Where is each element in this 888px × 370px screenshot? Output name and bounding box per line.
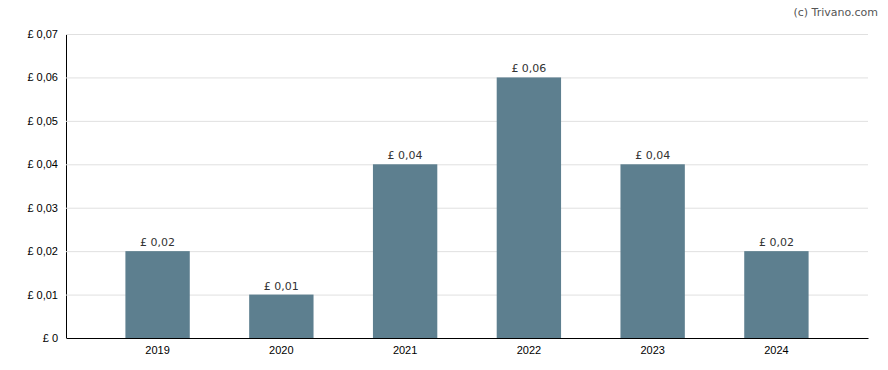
grid-line bbox=[66, 164, 868, 165]
y-tick: £ 0,03 bbox=[27, 202, 868, 214]
bar bbox=[125, 251, 189, 338]
y-tick-label: £ 0,01 bbox=[27, 289, 58, 301]
annotations: (c) Trivano.com bbox=[793, 6, 878, 19]
grid-line bbox=[66, 77, 868, 78]
grid-line bbox=[66, 208, 868, 209]
plot-area: £ 0£ 0,01£ 0,02£ 0,03£ 0,04£ 0,05£ 0,06£… bbox=[27, 28, 868, 356]
y-tick: £ 0,06 bbox=[27, 71, 868, 83]
grid-line bbox=[66, 121, 868, 122]
y-tick-label: £ 0,06 bbox=[27, 71, 58, 83]
x-tick: 2024 bbox=[764, 344, 788, 356]
data-label: £ 0,04 bbox=[388, 149, 423, 162]
bar bbox=[373, 164, 437, 338]
bar bbox=[497, 77, 561, 338]
y-tick: £ 0,07 bbox=[27, 28, 868, 40]
y-tick-label: £ 0,07 bbox=[27, 28, 58, 40]
chart-svg: £ 0£ 0,01£ 0,02£ 0,03£ 0,04£ 0,05£ 0,06£… bbox=[0, 0, 888, 370]
x-tick: 2021 bbox=[393, 344, 417, 356]
bars bbox=[125, 77, 808, 338]
bar bbox=[249, 295, 313, 338]
bar bbox=[744, 251, 808, 338]
bar bbox=[620, 164, 684, 338]
x-tick: 2022 bbox=[517, 344, 541, 356]
x-tick: 2019 bbox=[145, 344, 169, 356]
grid-line bbox=[66, 34, 868, 35]
x-tick: 2020 bbox=[269, 344, 293, 356]
annotation: (c) Trivano.com bbox=[793, 6, 878, 19]
y-axis: £ 0£ 0,01£ 0,02£ 0,03£ 0,04£ 0,05£ 0,06£… bbox=[27, 28, 868, 344]
data-label: £ 0,04 bbox=[635, 149, 670, 162]
x-tick-label: 2021 bbox=[393, 344, 417, 356]
data-label: £ 0,02 bbox=[759, 236, 794, 249]
y-tick-label: £ 0 bbox=[43, 332, 58, 344]
grid-line bbox=[66, 338, 868, 339]
y-tick-label: £ 0,03 bbox=[27, 202, 58, 214]
y-tick-label: £ 0,04 bbox=[27, 158, 58, 170]
x-tick-label: 2023 bbox=[640, 344, 664, 356]
data-label: £ 0,01 bbox=[264, 280, 299, 293]
x-axis: 2019 2020 2021 2022 2023 2024 bbox=[67, 339, 869, 356]
x-tick-label: 2024 bbox=[764, 344, 788, 356]
x-tick: 2023 bbox=[640, 344, 664, 356]
data-label: £ 0,02 bbox=[140, 236, 175, 249]
chart-container: £ 0£ 0,01£ 0,02£ 0,03£ 0,04£ 0,05£ 0,06£… bbox=[0, 0, 888, 370]
x-tick-label: 2020 bbox=[269, 344, 293, 356]
y-tick: £ 0,04 bbox=[27, 158, 868, 170]
x-axis-line bbox=[67, 338, 869, 339]
x-tick-label: 2022 bbox=[517, 344, 541, 356]
y-tick-label: £ 0,05 bbox=[27, 115, 58, 127]
y-tick-label: £ 0,02 bbox=[27, 245, 58, 257]
y-tick: £ 0,05 bbox=[27, 115, 868, 127]
data-label: £ 0,06 bbox=[511, 62, 546, 75]
x-tick-label: 2019 bbox=[145, 344, 169, 356]
data-labels: £ 0,02 £ 0,01 £ 0,04 £ 0,06 £ 0,04 £ 0,02 bbox=[140, 62, 794, 292]
y-axis-line bbox=[67, 35, 869, 339]
